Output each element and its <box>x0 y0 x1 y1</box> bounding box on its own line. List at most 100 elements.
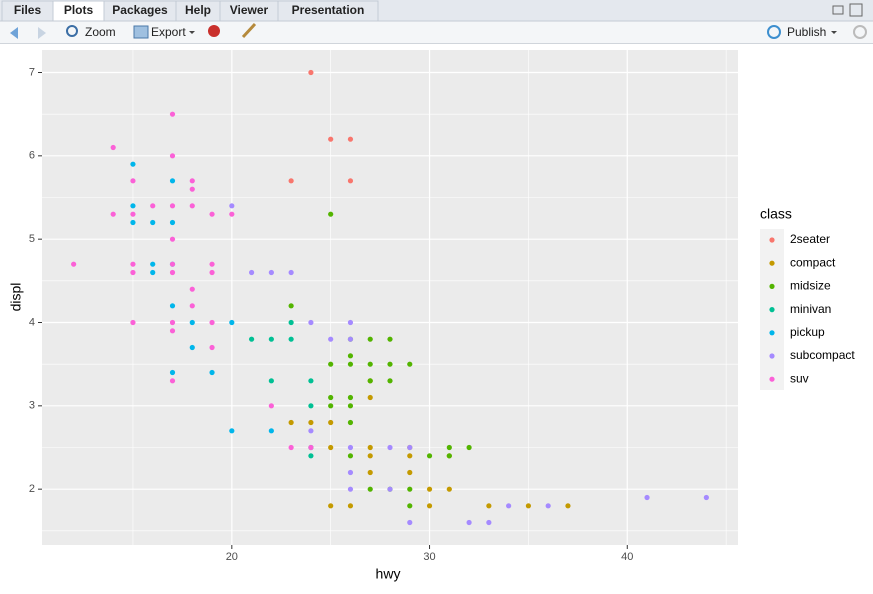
tab-label[interactable]: Plots <box>64 3 94 17</box>
data-point <box>308 444 314 451</box>
dropdown-caret <box>831 31 837 34</box>
data-point <box>387 336 393 342</box>
data-point <box>209 369 215 376</box>
data-point <box>169 303 176 309</box>
tab-label[interactable]: Help <box>185 3 211 17</box>
data-point <box>446 453 452 459</box>
data-point <box>150 219 156 226</box>
clear-icon[interactable] <box>241 22 257 39</box>
dropdown-caret <box>189 31 195 34</box>
data-point <box>367 486 373 492</box>
legend-label: midsize <box>790 279 831 293</box>
data-point <box>347 503 354 509</box>
tab[interactable] <box>277 0 379 22</box>
data-point <box>308 453 314 459</box>
data-point <box>506 503 512 509</box>
legend-key <box>769 260 775 266</box>
legend-key <box>769 376 775 382</box>
data-point <box>130 261 136 267</box>
refresh-icon[interactable] <box>853 25 867 39</box>
tab-label[interactable]: Presentation <box>292 3 365 17</box>
data-point <box>169 219 176 226</box>
data-point <box>130 319 136 326</box>
plot-panel <box>42 50 738 545</box>
data-point <box>347 403 354 409</box>
data-point <box>387 444 393 451</box>
data-point <box>189 344 195 351</box>
y-tick-label: 7 <box>29 66 35 78</box>
tab-label[interactable]: Viewer <box>230 3 269 17</box>
data-point <box>189 319 195 326</box>
data-point <box>150 261 156 267</box>
legend-label: compact <box>790 255 836 269</box>
data-point <box>407 444 413 451</box>
data-point <box>288 269 294 276</box>
legend-label: subcompact <box>790 348 855 362</box>
legend-key <box>769 237 775 243</box>
legend-key <box>769 283 775 289</box>
data-point <box>367 336 373 342</box>
data-point <box>347 486 354 492</box>
data-point <box>347 361 354 367</box>
publish-button[interactable]: Publish <box>787 25 826 39</box>
data-point <box>446 444 452 451</box>
back-arrow[interactable] <box>10 27 18 39</box>
data-point <box>426 503 433 509</box>
legend-label: pickup <box>790 325 825 339</box>
data-point <box>426 486 433 492</box>
data-point <box>308 403 314 409</box>
data-point <box>407 486 413 492</box>
legend-label: minivan <box>790 302 831 316</box>
data-point <box>130 269 136 276</box>
data-point <box>387 361 393 367</box>
x-tick-label: 30 <box>423 551 435 563</box>
data-point <box>71 261 77 267</box>
data-point <box>248 336 255 342</box>
data-point <box>189 203 195 209</box>
data-point <box>209 344 215 351</box>
forward-arrow[interactable] <box>38 27 46 39</box>
data-point <box>347 336 354 342</box>
tab-label[interactable]: Files <box>14 3 42 17</box>
data-point <box>110 144 116 151</box>
data-point <box>328 336 334 342</box>
data-point <box>209 319 215 326</box>
data-point <box>288 336 294 342</box>
data-point <box>367 469 373 476</box>
data-point <box>328 361 334 367</box>
data-point <box>347 394 354 401</box>
data-point <box>308 69 314 76</box>
data-point <box>229 319 235 326</box>
data-point <box>169 178 176 184</box>
zoom-button[interactable]: Zoom <box>85 25 116 39</box>
data-point <box>130 178 136 184</box>
data-point <box>426 453 433 459</box>
legend-key <box>769 330 775 336</box>
data-point <box>288 303 294 309</box>
minimize-button[interactable] <box>832 5 844 15</box>
data-point <box>347 353 354 359</box>
data-point <box>169 111 176 117</box>
export-icon <box>133 25 149 39</box>
x-tick-label: 40 <box>621 551 633 563</box>
data-point <box>150 269 156 276</box>
data-point <box>169 378 176 384</box>
data-point <box>110 211 116 217</box>
maximize-button[interactable] <box>849 3 863 17</box>
remove-icon[interactable] <box>208 25 220 37</box>
data-point <box>407 519 413 526</box>
data-point <box>328 394 334 401</box>
y-tick-label: 2 <box>29 483 35 495</box>
data-point <box>169 261 176 267</box>
data-point <box>229 211 235 217</box>
data-point <box>328 403 334 409</box>
data-point <box>130 211 136 217</box>
export-button[interactable]: Export <box>151 25 186 39</box>
zoom-icon <box>66 25 78 37</box>
x-tick-label: 20 <box>226 551 238 563</box>
data-point <box>347 136 354 142</box>
data-point <box>347 178 354 184</box>
data-point <box>288 444 294 451</box>
tab-label[interactable]: Packages <box>112 3 168 17</box>
